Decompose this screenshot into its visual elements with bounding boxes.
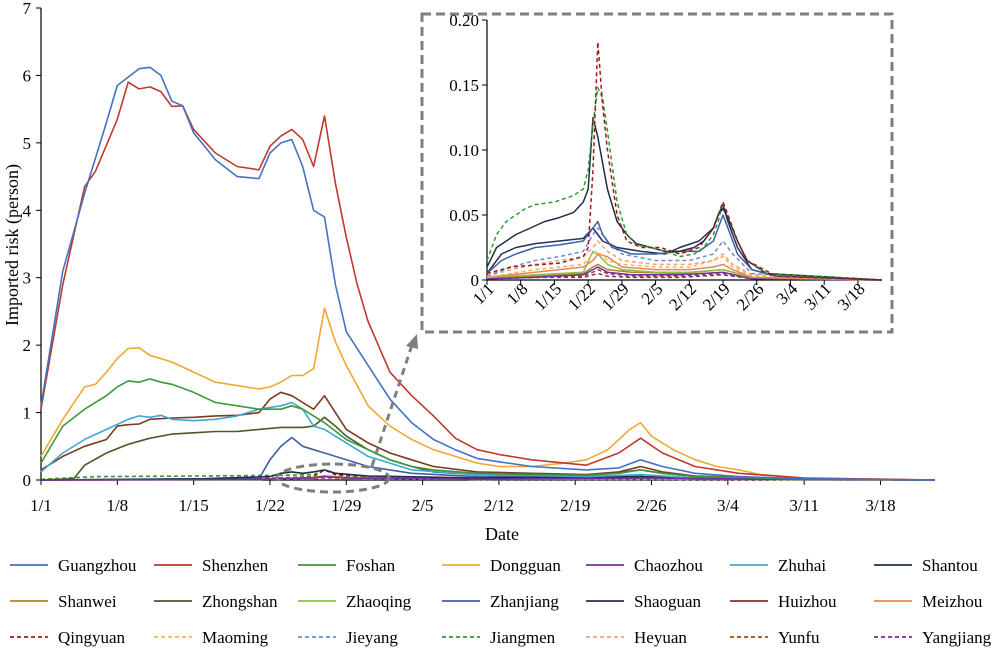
legend-label-dongguan: Dongguan	[490, 556, 561, 575]
legend-label-shaoguan: Shaoguan	[634, 592, 702, 611]
x-tick-label: 1/22	[255, 496, 285, 515]
legend-label-yunfu: Yunfu	[778, 628, 820, 647]
legend-label-huizhou: Huizhou	[778, 592, 837, 611]
inset-series-line-meizhou	[486, 253, 883, 281]
series-line-chaozhou	[40, 475, 936, 481]
inset-series-line-jieyang	[486, 227, 883, 281]
x-tick-label: 3/4	[717, 496, 739, 515]
y-tick-label: 2	[23, 336, 32, 355]
y-tick-label: 4	[23, 201, 32, 220]
legend-label-zhanjiang: Zhanjiang	[490, 592, 559, 611]
inset-series-line-maoming	[486, 250, 883, 281]
y-tick-label: 1	[23, 404, 32, 423]
callout-arrow	[370, 344, 414, 467]
x-tick-label: 3/11	[789, 496, 819, 515]
legend-label-foshan: Foshan	[346, 556, 396, 575]
x-tick-label: 1/8	[106, 496, 128, 515]
x-axis-label: Date	[485, 524, 519, 544]
main-axes: 0 1 2 3 4 5 6 7 1/1 1/8 1/15 1/22 1/29 2/5 2/12 2/19 2/2…	[23, 0, 935, 515]
y-tick-label: 0	[23, 471, 32, 490]
inset-y-tick-label: 0.05	[449, 206, 479, 225]
callout-arrowhead	[406, 334, 418, 349]
zoom-region-ellipse	[275, 462, 391, 494]
legend-label-heyuan: Heyuan	[634, 628, 687, 647]
x-tick-label: 3/18	[865, 496, 895, 515]
inset-series-line-shaoguan	[486, 203, 883, 281]
legend-label-chaozhou: Chaozhou	[634, 556, 703, 575]
legend-label-jiangmen: Jiangmen	[490, 628, 556, 647]
legend-label-zhongshan: Zhongshan	[202, 592, 278, 611]
inset-y-tick-label: 0.20	[449, 11, 479, 30]
x-tick-label: 2/5	[412, 496, 434, 515]
series-line-foshan	[40, 378, 936, 481]
inset-y-tick-label: 0.10	[449, 141, 479, 160]
y-axis-label: Imported risk (person)	[2, 164, 23, 326]
x-tick-label: 2/26	[636, 496, 666, 515]
y-tick-label: 5	[23, 134, 32, 153]
inset-series-line-zhanjiang	[486, 214, 883, 281]
inset-series-line-chaozhou	[486, 266, 883, 281]
series-line-dongguan	[40, 307, 936, 481]
inset-series-line-yangjiang	[486, 272, 883, 281]
x-tick-label: 1/1	[30, 496, 52, 515]
legend-label-shantou: Shantou	[922, 556, 978, 575]
legend-label-yangjiang: Yangjiang	[922, 628, 992, 647]
inset-y-tick-label: 0.15	[449, 76, 479, 95]
x-tick-label: 2/12	[484, 496, 514, 515]
inset-series-line-yunfu	[486, 268, 883, 281]
series-line-huizhou	[40, 391, 936, 481]
series-line-shenzhen	[40, 81, 936, 481]
x-tick-label: 1/15	[179, 496, 209, 515]
y-tick-label: 7	[23, 0, 32, 18]
y-tick-label: 3	[23, 269, 32, 288]
inset-series-line-qingyuan	[486, 41, 883, 281]
inset-series	[486, 41, 883, 281]
legend-label-shenzhen: Shenzhen	[202, 556, 269, 575]
inset-series-line-zhaoqing	[486, 250, 883, 281]
legend-label-maoming: Maoming	[202, 628, 269, 647]
x-tick-label: 2/19	[560, 496, 590, 515]
inset-series-line-shantou	[486, 116, 883, 281]
legend-label-guangzhou: Guangzhou	[58, 556, 137, 575]
inset-series-line-heyuan	[486, 240, 883, 281]
y-tick-label: 6	[23, 66, 32, 85]
inset-y-tick-label: 0	[471, 271, 480, 290]
x-tick-label: 1/29	[331, 496, 361, 515]
legend: Guangzhou Shenzhen Foshan Dongguan Chaozhou Z…	[10, 556, 992, 647]
main-series	[40, 66, 936, 481]
legend-label-meizhou: Meizhou	[922, 592, 983, 611]
legend-label-zhaoqing: Zhaoqing	[346, 592, 412, 611]
legend-label-qingyuan: Qingyuan	[58, 628, 126, 647]
legend-label-jieyang: Jieyang	[346, 628, 398, 647]
series-line-zhuhai	[40, 401, 936, 481]
legend-label-shanwei: Shanwei	[58, 592, 117, 611]
series-line-zhongshan	[40, 416, 936, 481]
series-line-shantou	[40, 469, 936, 481]
legend-label-zhuhai: Zhuhai	[778, 556, 826, 575]
series-line-guangzhou	[40, 66, 936, 481]
